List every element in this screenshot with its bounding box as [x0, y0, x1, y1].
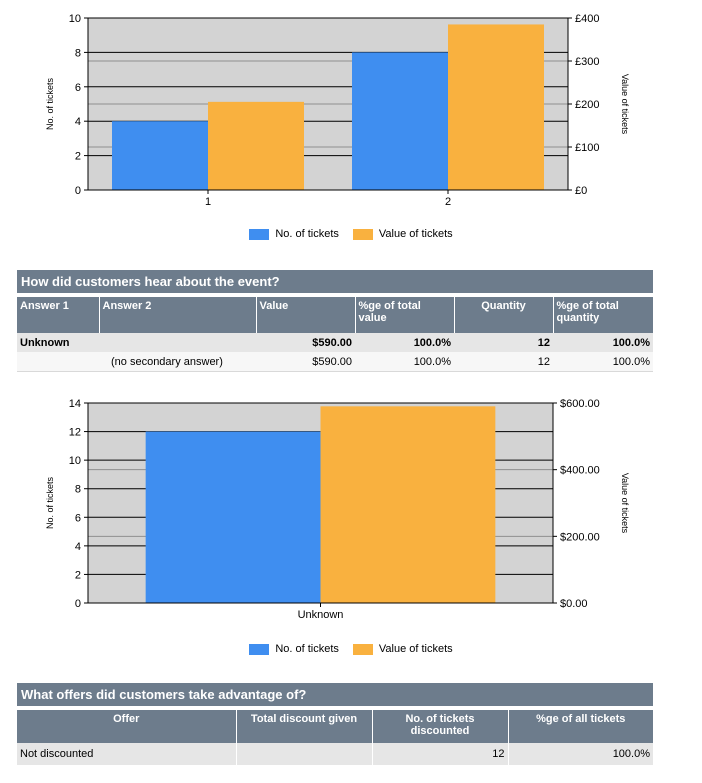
tickets-by-source-chart: Unknown 0 2 4 6 8 10 12 14 $0.00 $200.00 $400.00 $60… [45, 398, 630, 621]
bar-value [208, 101, 304, 190]
table-row: Unknown $590.00 100.0% 12 100.0% [17, 333, 653, 352]
bar-value [320, 406, 496, 603]
cell-quantity: 12 [454, 352, 553, 372]
y-tick-label-left: 0 [75, 598, 81, 610]
y-tick-label-left: 4 [75, 541, 81, 553]
cell-pct-quantity: 100.0% [553, 352, 653, 372]
y-axis-title-left: No. of tickets [45, 77, 55, 130]
x-tick-label: Unknown [298, 609, 344, 621]
y-tick-label-left: 6 [75, 512, 81, 524]
cell-pct-value: 100.0% [355, 352, 454, 372]
cell-pct-value: 100.0% [355, 333, 454, 352]
cell-tickets-discounted: 12 [372, 743, 509, 765]
y-tick-label-right: £300 [575, 56, 599, 68]
y-tick-label-right: $200.00 [560, 531, 600, 543]
tickets-by-category-chart: 1 2 0 2 4 6 8 10 £0 £100 £200 £300 £400 No. of ticket… [45, 13, 630, 208]
y-tick-label-right: £0 [575, 185, 587, 197]
y-tick-label-right: £100 [575, 142, 599, 154]
legend-label-value: Value of tickets [378, 643, 453, 655]
hear-table-header: Answer 1 Answer 2 Value %ge of total val… [17, 297, 653, 333]
x-tick-label: 2 [445, 196, 451, 208]
col-value: Value [256, 297, 356, 333]
offers-section-title: What offers did customers take advantage… [17, 683, 653, 706]
y-axis-title-right: Value of tickets [620, 74, 630, 135]
y-tick-label-left: 8 [75, 47, 81, 59]
cell-offer: Not discounted [17, 743, 237, 765]
legend-label-value: Value of tickets [378, 228, 453, 240]
table-row: Not discounted 12 100.0% [17, 743, 653, 765]
cell-answer1 [17, 352, 99, 372]
y-tick-label-left: 6 [75, 82, 81, 94]
bar-tickets [352, 52, 448, 191]
y-tick-label-right: £200 [575, 99, 599, 111]
legend-item-tickets: No. of tickets [249, 643, 339, 655]
y-tick-label-left: 12 [69, 427, 81, 439]
y-tick-label-left: 2 [75, 569, 81, 581]
col-quantity: Quantity [454, 297, 554, 333]
bar-tickets [145, 431, 321, 603]
cell-answer2 [99, 333, 256, 352]
cell-answer2: (no secondary answer) [99, 352, 256, 372]
y-tick-label-right: $0.00 [560, 598, 588, 610]
y-axis-title-right: Value of tickets [620, 473, 630, 534]
col-pct-quantity: %ge of total quantity [553, 297, 653, 333]
y-tick-label-right: $600.00 [560, 398, 600, 410]
y-tick-label-left: 14 [69, 398, 81, 410]
legend-swatch-tickets [249, 643, 270, 655]
col-pct-tickets: %ge of all tickets [508, 710, 653, 743]
col-discount: Total discount given [236, 710, 373, 743]
offers-table: Offer Total discount given No. of ticket… [17, 710, 653, 765]
y-tick-label-right: £400 [575, 13, 599, 25]
y-tick-label-left: 10 [69, 13, 81, 25]
y-axis-title-left: No. of tickets [45, 476, 55, 529]
cell-quantity: 12 [454, 333, 553, 352]
legend-swatch-value [352, 643, 373, 655]
chart1-legend: No. of tickets Value of tickets [0, 228, 702, 240]
y-tick-label-right: $400.00 [560, 465, 600, 477]
col-offer: Offer [17, 710, 237, 743]
legend-item-tickets: No. of tickets [249, 228, 339, 240]
col-answer2: Answer 2 [99, 297, 257, 333]
y-tick-label-left: 0 [75, 185, 81, 197]
chart2-legend: No. of tickets Value of tickets [0, 643, 702, 655]
col-pct-value: %ge of total value [355, 297, 455, 333]
cell-value: $590.00 [256, 352, 355, 372]
legend-label-tickets: No. of tickets [275, 643, 339, 655]
cell-discount [236, 743, 373, 765]
offers-table-header: Offer Total discount given No. of ticket… [17, 710, 653, 743]
cell-answer1: Unknown [17, 333, 99, 352]
hear-section-title: How did customers hear about the event? [17, 270, 653, 293]
bar-tickets [112, 121, 208, 190]
bar-value [448, 24, 544, 191]
legend-label-tickets: No. of tickets [275, 228, 339, 240]
table-row: (no secondary answer) $590.00 100.0% 12 … [17, 352, 653, 372]
legend-swatch-value [352, 228, 373, 240]
y-tick-label-left: 4 [75, 116, 81, 128]
y-tick-label-left: 8 [75, 484, 81, 496]
hear-table: Answer 1 Answer 2 Value %ge of total val… [17, 297, 653, 372]
cell-pct-tickets: 100.0% [508, 743, 653, 765]
legend-item-value: Value of tickets [352, 643, 453, 655]
cell-value: $590.00 [256, 333, 355, 352]
col-tickets-discounted: No. of tickets discounted [372, 710, 509, 743]
legend-swatch-tickets [249, 228, 270, 240]
y-tick-label-left: 10 [69, 455, 81, 467]
legend-item-value: Value of tickets [352, 228, 453, 240]
x-tick-label: 1 [205, 196, 211, 208]
y-tick-label-left: 2 [75, 151, 81, 163]
col-answer1: Answer 1 [17, 297, 100, 333]
cell-pct-quantity: 100.0% [553, 333, 653, 352]
